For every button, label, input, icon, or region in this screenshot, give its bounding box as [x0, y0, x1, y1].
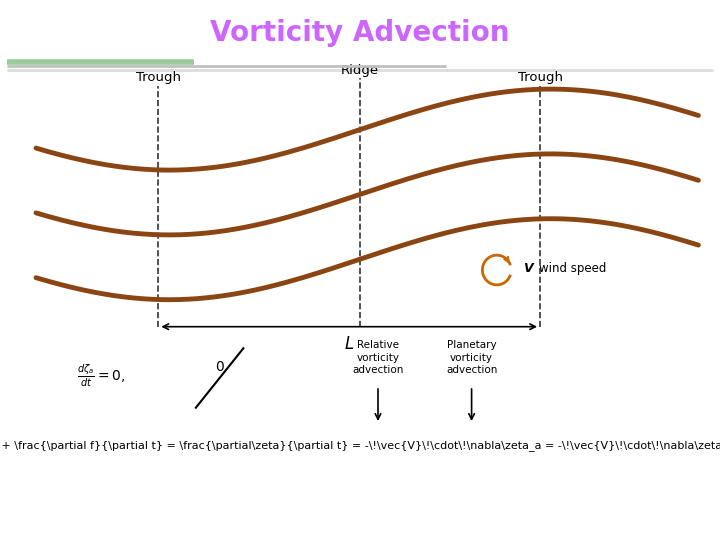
Text: Planetary
vorticity
advection: Planetary vorticity advection [446, 340, 498, 375]
Text: $\frac{\partial\zeta_a}{\partial t} = \frac{\partial\zeta}{\partial t} + \frac{\: $\frac{\partial\zeta_a}{\partial t} = \f… [0, 440, 720, 451]
Text: V: V [523, 262, 532, 275]
Text: 0: 0 [215, 360, 224, 374]
Text: Ridge: Ridge [341, 64, 379, 77]
Text: wind speed: wind speed [539, 262, 606, 275]
Text: Vorticity Advection: Vorticity Advection [210, 19, 510, 47]
Text: Trough: Trough [136, 71, 181, 84]
Text: L: L [345, 335, 354, 353]
Text: $\frac{d\zeta_a}{dt} = 0,$: $\frac{d\zeta_a}{dt} = 0,$ [76, 362, 125, 388]
Text: Trough: Trough [518, 71, 562, 84]
Text: Relative
vorticity
advection: Relative vorticity advection [352, 340, 404, 375]
